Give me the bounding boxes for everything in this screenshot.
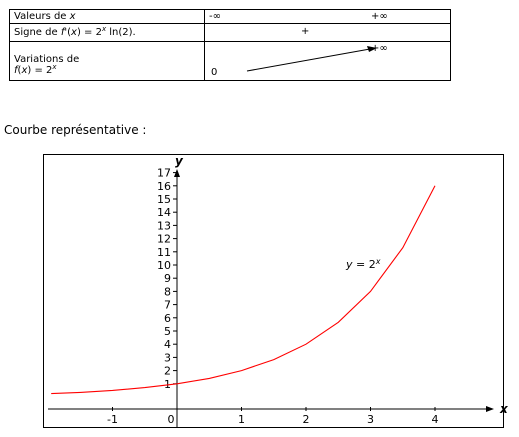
label-sign-x: x <box>71 27 77 38</box>
label-sign-fprime: f' <box>60 27 68 38</box>
label-sign-exponent: x <box>101 25 107 33</box>
x-minus-infinity: -∞ <box>209 11 221 22</box>
label-variations-exponent: x <box>52 63 57 71</box>
label-sign-eq: ) = 2 <box>76 27 102 38</box>
label-variations-eq: ) = 2 <box>27 65 53 76</box>
y-tick-label: 7 <box>164 299 171 312</box>
curve-annotation: y = 2x <box>345 257 381 271</box>
y-tick-label: 3 <box>164 351 171 364</box>
axes <box>48 169 494 427</box>
curve-caption: Courbe représentative : <box>4 123 147 137</box>
label-variations-line1: Variations de <box>14 54 80 65</box>
graph-frame <box>43 154 504 428</box>
variation-start-value: 0 <box>211 67 218 78</box>
y-tick-label: 9 <box>164 272 171 285</box>
label-variations-f: f <box>14 65 18 76</box>
y-tick-label: 15 <box>157 193 171 206</box>
y-tick-label: 17 <box>157 167 171 180</box>
y-tick-label: 11 <box>157 246 171 259</box>
label-sign-ln: ln(2). <box>106 27 136 38</box>
variation-end-value: +∞ <box>371 43 388 54</box>
y-tick-label: 6 <box>164 312 171 325</box>
y-tick-label: 8 <box>164 285 171 298</box>
y-axis-label: y <box>175 154 184 168</box>
x-tick-label: 2 <box>303 413 310 426</box>
x-plus-infinity: +∞ <box>371 11 388 22</box>
label-variations-x: x <box>21 65 28 76</box>
sign-plus: + <box>301 26 310 37</box>
y-tick-label: 5 <box>164 325 171 338</box>
y-tick-label: 16 <box>157 180 171 193</box>
x-tick-label: -1 <box>107 413 118 426</box>
y-tick-label: 1 <box>164 378 171 391</box>
y-tick-label: 14 <box>157 206 171 219</box>
x-tick-label: 1 <box>238 413 245 426</box>
annotation-exponent: x <box>375 257 381 266</box>
x-tick-label: 3 <box>367 413 374 426</box>
annotation-eq: = 2 <box>353 258 376 271</box>
x-axis-label: x <box>499 402 509 416</box>
y-tick-label: 4 <box>164 338 171 351</box>
label-sign-derivative: Signe de f'(x) = 2x ln(2). <box>9 23 205 42</box>
row-variations: Variations de f(x) = 2x 0 +∞ <box>9 41 451 81</box>
cell-variations: 0 +∞ <box>204 41 451 81</box>
y-tick-label: 2 <box>164 365 171 378</box>
exponential-curve <box>51 185 436 395</box>
label-sign-prefix: Signe de <box>14 27 61 38</box>
x-tick-label: 4 <box>432 413 439 426</box>
x-tick-label: 0 <box>168 413 175 426</box>
variation-table: Valeurs de x -∞ +∞ Signe de f'(x) = 2x l… <box>9 9 451 81</box>
label-values-prefix: Valeurs de <box>14 11 70 22</box>
label-values-var: x <box>69 11 76 22</box>
x-axis-arrowhead <box>486 406 494 412</box>
label-sign-paren: ( <box>67 27 72 38</box>
y-tick-label: 10 <box>157 259 171 272</box>
label-variations: Variations de f(x) = 2x <box>9 41 205 81</box>
y-tick-label: 13 <box>157 219 171 232</box>
y-tick-label: 12 <box>157 233 171 246</box>
curve-layer <box>51 185 436 395</box>
label-variations-paren: ( <box>17 65 22 76</box>
variation-arrow <box>246 46 377 72</box>
